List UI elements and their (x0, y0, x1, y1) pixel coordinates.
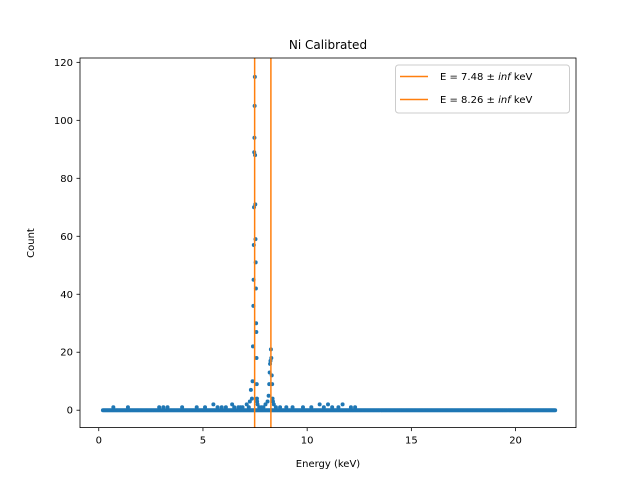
x-axis-label: Energy (keV) (296, 459, 361, 470)
data-point (290, 405, 295, 410)
data-point (284, 405, 289, 410)
legend-entry-label: E = 7.48 ± inf keV (440, 72, 532, 83)
data-point (165, 405, 170, 410)
data-point (254, 356, 259, 361)
data-point (263, 402, 268, 407)
data-point (300, 405, 305, 410)
data-point (246, 405, 251, 410)
data-point (249, 396, 254, 401)
data-point (125, 405, 130, 410)
data-point (161, 405, 166, 410)
data-point (215, 405, 220, 410)
data-point (230, 402, 235, 407)
x-tick-label: 15 (405, 436, 418, 447)
data-point (254, 382, 259, 387)
data-point (219, 405, 224, 410)
x-tick-label: 5 (200, 436, 206, 447)
data-point (211, 402, 216, 407)
data-point (240, 405, 245, 410)
data-point (553, 408, 558, 413)
data-point (271, 402, 276, 407)
plot-frame (79, 57, 577, 429)
data-point (194, 405, 199, 410)
data-point (261, 405, 266, 410)
x-tick-label: 0 (96, 436, 102, 447)
y-tick-label: 40 (60, 290, 73, 301)
data-point (265, 399, 270, 404)
data-point (266, 393, 271, 398)
y-axis-ticks: 0 20 40 60 80 100 120 (54, 58, 80, 417)
data-point (321, 405, 326, 410)
y-tick-label: 120 (54, 58, 73, 69)
y-tick-label: 80 (60, 174, 73, 185)
data-point (336, 405, 341, 410)
x-tick-label: 20 (509, 436, 522, 447)
x-axis-ticks: 0 5 10 15 20 (96, 427, 522, 447)
legend: E = 7.48 ± inf keV E = 8.26 ± inf keV (395, 64, 570, 114)
data-point (180, 405, 185, 410)
data-point (157, 405, 162, 410)
data-point (244, 402, 249, 407)
legend-entry-label: E = 8.26 ± inf keV (440, 95, 532, 106)
data-point (255, 402, 260, 407)
data-point (250, 379, 255, 384)
data-point (330, 405, 335, 410)
data-point (203, 405, 208, 410)
data-point (248, 387, 253, 392)
y-tick-label: 100 (54, 116, 73, 127)
data-point (317, 402, 322, 407)
data-point (309, 405, 314, 410)
y-tick-label: 60 (60, 232, 73, 243)
y-tick-label: 0 (67, 406, 73, 417)
data-point (340, 402, 345, 407)
data-point (111, 405, 116, 410)
data-point (232, 405, 237, 410)
x-tick-label: 10 (301, 436, 314, 447)
data-point (223, 405, 228, 410)
data-point (353, 405, 358, 410)
data-point (254, 396, 259, 401)
data-point (278, 405, 283, 410)
y-axis-label: Count (26, 228, 37, 258)
data-point (326, 402, 330, 407)
data-point (247, 399, 252, 404)
y-tick-label: 20 (60, 348, 73, 359)
data-point (273, 405, 278, 410)
data-layer (100, 74, 558, 413)
legend-frame (395, 64, 570, 114)
chart-title: Ni Calibrated (289, 38, 367, 52)
data-point (348, 405, 353, 410)
vline-layer (253, 58, 272, 428)
